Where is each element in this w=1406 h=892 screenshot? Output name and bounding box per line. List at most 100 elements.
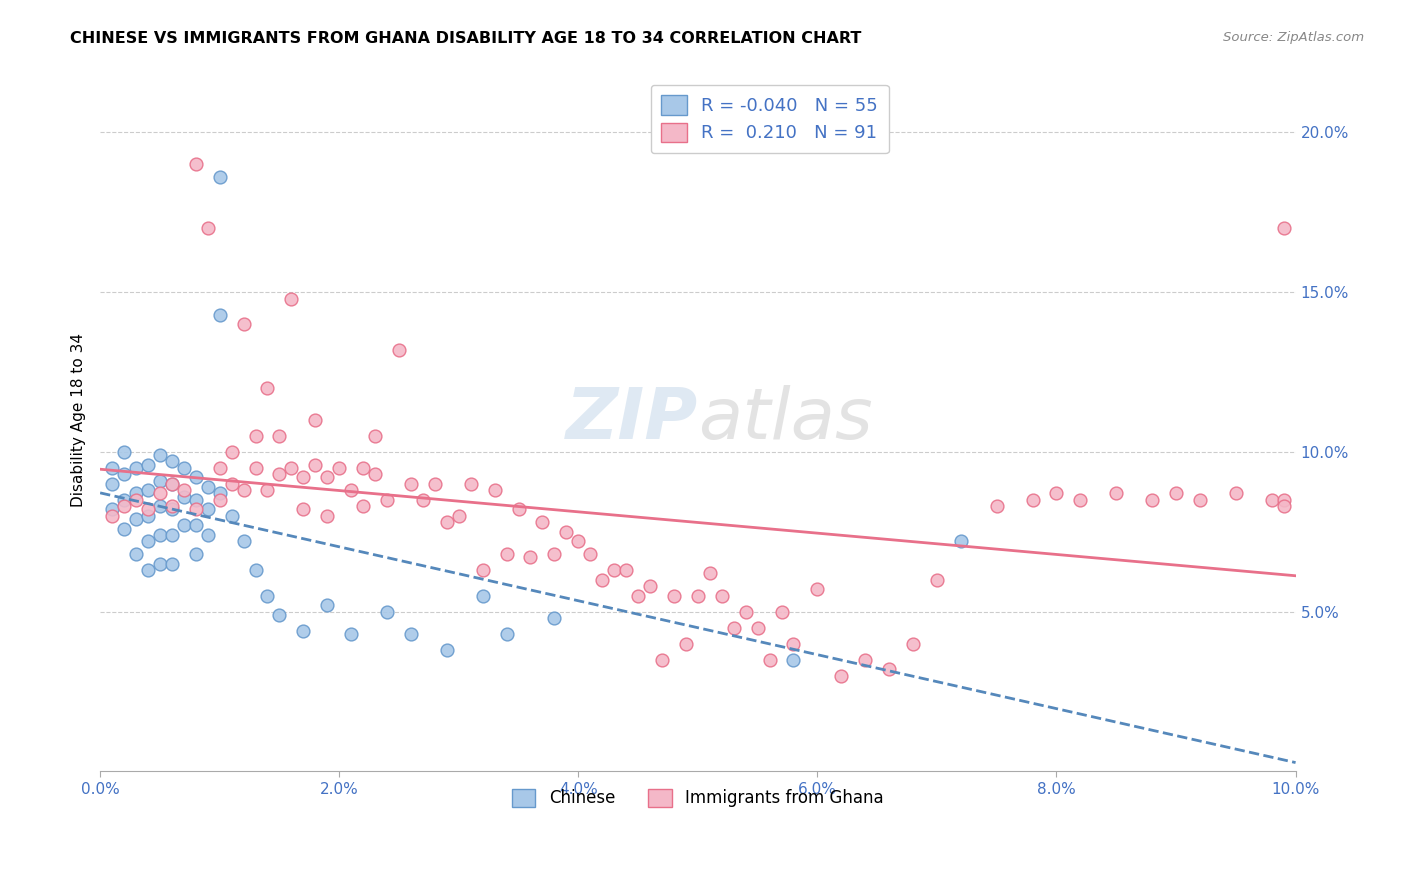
Point bbox=[782, 652, 804, 666]
Point bbox=[651, 652, 673, 666]
Point bbox=[316, 470, 339, 484]
Point bbox=[112, 445, 135, 459]
Point bbox=[197, 480, 219, 494]
Point bbox=[531, 515, 554, 529]
Point bbox=[364, 429, 387, 443]
Point bbox=[627, 589, 650, 603]
Point bbox=[304, 413, 326, 427]
Point bbox=[149, 557, 172, 571]
Point bbox=[292, 502, 315, 516]
Point bbox=[543, 547, 565, 561]
Point bbox=[699, 566, 721, 581]
Point bbox=[316, 599, 339, 613]
Point bbox=[125, 547, 148, 561]
Point bbox=[208, 170, 231, 185]
Point bbox=[208, 461, 231, 475]
Point bbox=[292, 624, 315, 638]
Point bbox=[208, 486, 231, 500]
Point bbox=[436, 643, 458, 657]
Point bbox=[125, 512, 148, 526]
Point bbox=[232, 534, 254, 549]
Point bbox=[375, 605, 398, 619]
Point bbox=[471, 563, 494, 577]
Point bbox=[519, 550, 541, 565]
Point bbox=[160, 476, 183, 491]
Point bbox=[125, 486, 148, 500]
Point bbox=[1105, 486, 1128, 500]
Point bbox=[399, 627, 422, 641]
Point bbox=[221, 445, 243, 459]
Point bbox=[221, 508, 243, 523]
Point bbox=[173, 490, 195, 504]
Point bbox=[160, 500, 183, 514]
Point bbox=[208, 492, 231, 507]
Point bbox=[184, 502, 207, 516]
Point bbox=[1188, 492, 1211, 507]
Point bbox=[758, 652, 780, 666]
Point bbox=[925, 573, 948, 587]
Point bbox=[1272, 500, 1295, 514]
Point bbox=[197, 528, 219, 542]
Point bbox=[149, 486, 172, 500]
Text: atlas: atlas bbox=[697, 385, 873, 454]
Point bbox=[567, 534, 589, 549]
Point bbox=[245, 563, 267, 577]
Point bbox=[460, 476, 482, 491]
Point bbox=[136, 502, 159, 516]
Point bbox=[221, 476, 243, 491]
Point bbox=[136, 458, 159, 472]
Point bbox=[471, 589, 494, 603]
Point bbox=[280, 292, 302, 306]
Point bbox=[638, 579, 661, 593]
Point bbox=[1140, 492, 1163, 507]
Point bbox=[723, 621, 745, 635]
Point bbox=[125, 492, 148, 507]
Point bbox=[1045, 486, 1067, 500]
Point bbox=[269, 429, 291, 443]
Point bbox=[256, 381, 278, 395]
Point bbox=[328, 461, 350, 475]
Point bbox=[197, 502, 219, 516]
Point bbox=[316, 508, 339, 523]
Point bbox=[256, 483, 278, 498]
Point bbox=[949, 534, 972, 549]
Point bbox=[686, 589, 709, 603]
Y-axis label: Disability Age 18 to 34: Disability Age 18 to 34 bbox=[72, 333, 86, 507]
Point bbox=[770, 605, 793, 619]
Point bbox=[423, 476, 446, 491]
Point bbox=[1225, 486, 1247, 500]
Point bbox=[245, 461, 267, 475]
Point bbox=[160, 557, 183, 571]
Point bbox=[136, 563, 159, 577]
Point bbox=[232, 483, 254, 498]
Point bbox=[495, 627, 517, 641]
Point bbox=[508, 502, 530, 516]
Point bbox=[304, 458, 326, 472]
Point bbox=[614, 563, 637, 577]
Point bbox=[830, 668, 852, 682]
Point bbox=[184, 518, 207, 533]
Point bbox=[782, 637, 804, 651]
Text: Source: ZipAtlas.com: Source: ZipAtlas.com bbox=[1223, 31, 1364, 45]
Point bbox=[101, 476, 124, 491]
Point bbox=[352, 461, 374, 475]
Point bbox=[352, 500, 374, 514]
Point bbox=[160, 454, 183, 468]
Point bbox=[1164, 486, 1187, 500]
Point bbox=[280, 461, 302, 475]
Point bbox=[197, 221, 219, 235]
Point bbox=[292, 470, 315, 484]
Point bbox=[340, 627, 363, 641]
Point bbox=[412, 492, 434, 507]
Point bbox=[340, 483, 363, 498]
Point bbox=[149, 528, 172, 542]
Point bbox=[806, 582, 828, 597]
Point bbox=[173, 518, 195, 533]
Point bbox=[173, 483, 195, 498]
Point bbox=[160, 528, 183, 542]
Point bbox=[399, 476, 422, 491]
Point bbox=[136, 508, 159, 523]
Point bbox=[112, 467, 135, 482]
Point bbox=[149, 474, 172, 488]
Point bbox=[603, 563, 626, 577]
